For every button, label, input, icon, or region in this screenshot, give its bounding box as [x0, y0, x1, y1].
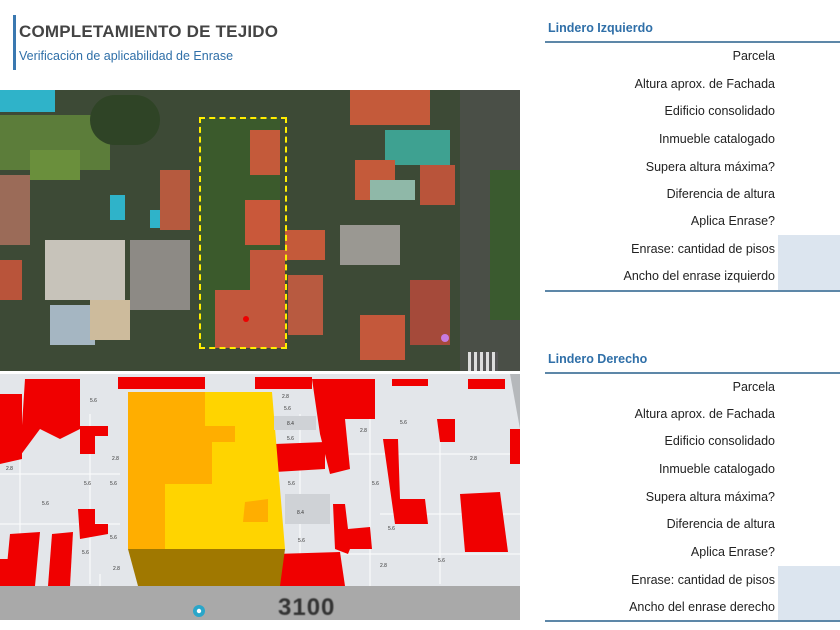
height-label: 2.8 — [470, 456, 477, 462]
left-lindero-bottom-rule — [545, 290, 840, 292]
height-label: 5.6 — [372, 481, 379, 487]
poi-marker-icon — [441, 334, 449, 342]
building — [383, 439, 428, 524]
height-label: 2.8 — [6, 466, 13, 472]
height-label: 5.6 — [110, 481, 117, 487]
building — [0, 559, 8, 586]
height-labels: 5.6 2.8 5.6 8.4 5.6 2.8 5.6 5.6 5.6 2.8 … — [6, 394, 477, 572]
aerial-photo — [0, 90, 520, 371]
height-label: 2.8 — [113, 566, 120, 572]
height-label: 5.6 — [288, 481, 295, 487]
page-subtitle: Verificación de aplicabilidad de Enrase — [19, 49, 234, 63]
left-row-altura: Altura aprox. de Fachada — [634, 77, 775, 91]
tall-buildings — [0, 377, 520, 586]
building — [80, 426, 108, 454]
gray-parcel — [285, 494, 330, 524]
height-label: 5.6 — [388, 526, 395, 532]
location-pin-icon[interactable] — [193, 605, 205, 617]
left-row-supera: Supera altura máxima? — [645, 160, 775, 174]
height-label: 5.6 — [90, 398, 97, 404]
right-row-consolidado: Edificio consolidado — [664, 434, 776, 448]
building — [0, 394, 22, 464]
right-lindero-top-rule — [545, 372, 840, 374]
selected-parcel-outline — [199, 117, 287, 349]
left-lindero-top-rule — [545, 41, 840, 43]
building — [510, 429, 520, 464]
building — [333, 504, 372, 554]
height-label: 2.8 — [112, 456, 119, 462]
left-lindero-title: Lindero Izquierdo — [548, 21, 653, 35]
right-row-catalogado: Inmueble catalogado — [658, 462, 775, 476]
building — [118, 377, 205, 389]
height-label: 5.6 — [400, 420, 407, 426]
left-row-catalogado: Inmueble catalogado — [658, 132, 775, 146]
building — [312, 379, 375, 474]
right-row-altura: Altura aprox. de Fachada — [634, 407, 775, 421]
proposed-building-base — [128, 549, 285, 586]
building — [460, 492, 508, 552]
building — [20, 379, 80, 456]
right-row-diferencia: Diferencia de altura — [666, 517, 775, 531]
left-lindero-shaded-cells[interactable] — [778, 235, 840, 290]
building — [468, 379, 505, 389]
left-row-ancho: Ancho del enrase izquierdo — [623, 269, 776, 283]
building — [48, 532, 73, 586]
left-row-parcela: Parcela — [732, 49, 775, 63]
right-lindero-shaded-cells[interactable] — [778, 566, 840, 621]
map-edge — [510, 374, 520, 429]
building — [275, 552, 345, 586]
left-row-consolidado: Edificio consolidado — [664, 104, 776, 118]
road — [0, 586, 520, 620]
building — [275, 442, 325, 472]
building — [78, 509, 108, 539]
height-label: 2.8 — [282, 394, 289, 400]
proposed-building-orange — [128, 392, 235, 549]
height-label: 5.6 — [110, 535, 117, 541]
street-number: 3100 — [278, 594, 336, 621]
height-label: 5.6 — [84, 481, 91, 487]
map-canvas: 5.6 2.8 5.6 8.4 5.6 2.8 5.6 5.6 5.6 2.8 … — [0, 374, 520, 620]
right-row-aplica: Aplica Enrase? — [690, 545, 775, 559]
building — [5, 532, 40, 586]
right-row-supera: Supera altura máxima? — [645, 490, 775, 504]
gray-parcel — [274, 416, 316, 430]
height-label: 8.4 — [297, 510, 304, 516]
left-row-pisos: Enrase: cantidad de pisos — [631, 242, 775, 256]
right-row-parcela: Parcela — [732, 380, 775, 394]
height-label: 8.4 — [287, 421, 294, 427]
height-label: 2.8 — [380, 563, 387, 569]
height-label: 5.6 — [438, 558, 445, 564]
height-label: 5.6 — [287, 436, 294, 442]
building — [255, 377, 312, 389]
height-label: 5.6 — [298, 538, 305, 544]
height-label: 5.6 — [82, 550, 89, 556]
building — [392, 379, 428, 386]
height-label: 5.6 — [42, 501, 49, 507]
header-accent-bar — [13, 15, 16, 70]
parcel-marker-icon — [243, 316, 249, 322]
3d-height-map: 5.6 2.8 5.6 8.4 5.6 2.8 5.6 5.6 5.6 2.8 … — [0, 374, 520, 620]
building — [437, 419, 455, 442]
height-label: 5.6 — [284, 406, 291, 412]
right-lindero-bottom-rule — [545, 620, 840, 622]
right-row-pisos: Enrase: cantidad de pisos — [631, 573, 775, 587]
left-row-aplica: Aplica Enrase? — [690, 214, 775, 228]
left-row-diferencia: Diferencia de altura — [666, 187, 775, 201]
right-row-ancho: Ancho del enrase derecho — [629, 600, 775, 614]
height-label: 2.8 — [360, 428, 367, 434]
right-lindero-title: Lindero Derecho — [548, 352, 648, 366]
page-title: COMPLETAMIENTO DE TEJIDO — [19, 22, 279, 41]
